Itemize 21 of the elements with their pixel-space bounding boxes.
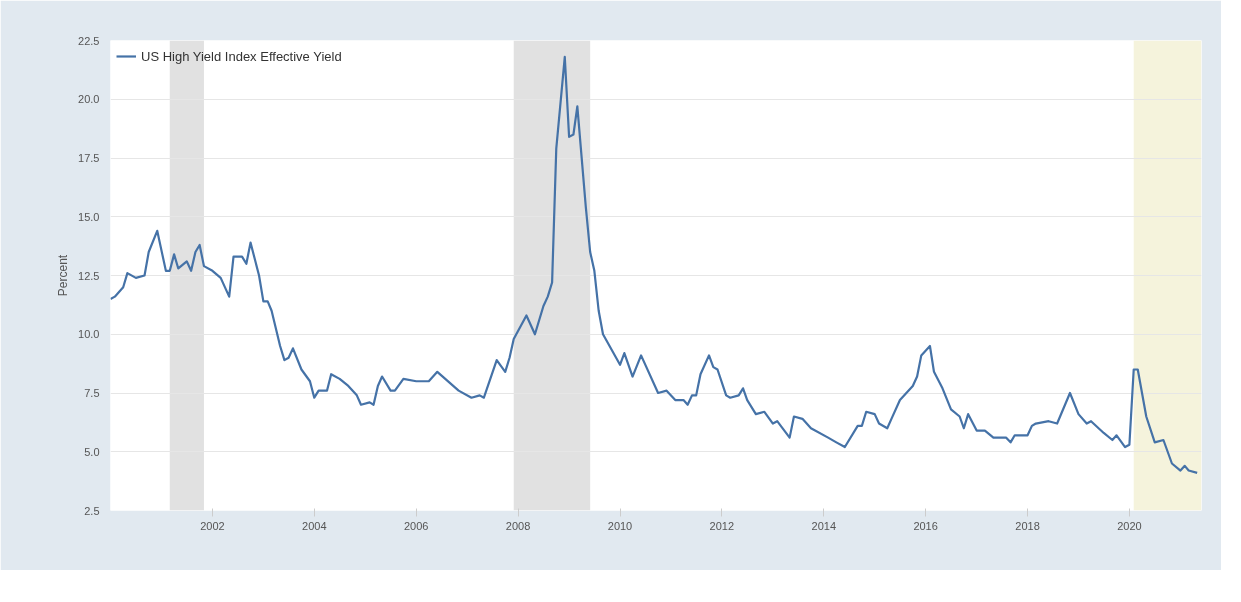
- legend-label: US High Yield Index Effective Yield: [141, 48, 342, 64]
- y-axis-title: Percent: [56, 254, 71, 297]
- y-tick-label: 12.5: [78, 269, 100, 282]
- y-tick-label: 15.0: [78, 210, 100, 223]
- x-tick-label: 2002: [200, 519, 225, 532]
- x-tick-label: 2008: [505, 519, 531, 532]
- y-tick-label: 5.0: [84, 445, 100, 458]
- x-tick-label: 2006: [404, 519, 429, 532]
- y-tick-label: 2.5: [84, 504, 100, 517]
- x-tick-label: 2010: [607, 519, 633, 532]
- x-tick-label: 2016: [913, 519, 938, 532]
- x-tick-label: 2004: [302, 519, 327, 532]
- x-tick-label: 2020: [1117, 519, 1142, 532]
- y-tick-label: 20.0: [78, 93, 100, 106]
- y-tick-label: 10.0: [78, 328, 100, 341]
- x-tick-label: 2012: [709, 519, 735, 532]
- y-tick-label: 7.5: [84, 387, 100, 399]
- y-tick-label: 17.5: [78, 152, 100, 164]
- x-tick-label: 2018: [1015, 519, 1040, 532]
- y-tick-label: 22.5: [78, 34, 100, 47]
- x-tick-label: 2014: [811, 519, 837, 532]
